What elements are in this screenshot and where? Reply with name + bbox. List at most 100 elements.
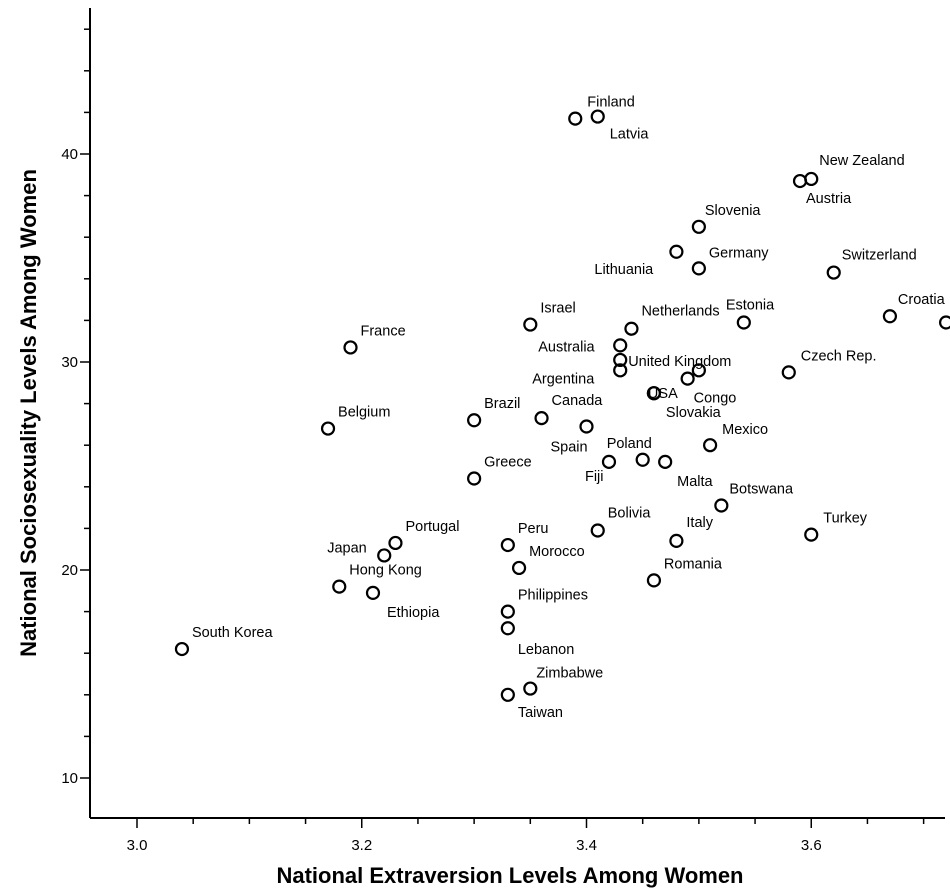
- data-point: [691, 261, 706, 276]
- point-label: Ethiopia: [387, 605, 440, 621]
- data-point: [804, 171, 819, 187]
- point-label: Germany: [709, 245, 769, 261]
- point-label: Brazil: [484, 396, 520, 412]
- data-point: [365, 585, 381, 600]
- point-label: Lebanon: [518, 642, 574, 658]
- point-label: Canada: [552, 393, 604, 409]
- data-point: [680, 371, 695, 386]
- data-point: [320, 421, 336, 436]
- data-point: [579, 419, 594, 434]
- data-point: [804, 527, 819, 542]
- data-point: [332, 579, 347, 594]
- y-axis-title: National Sociosexuality Levels Among Wom…: [16, 169, 41, 657]
- point-label: Australia: [538, 339, 595, 355]
- data-point: [467, 413, 482, 428]
- point-label: Netherlands: [641, 304, 719, 320]
- data-point: [691, 219, 706, 234]
- data-point: [500, 621, 515, 636]
- point-label: Poland: [607, 436, 652, 452]
- point-label: Lithuania: [594, 262, 654, 278]
- data-points: [174, 109, 950, 702]
- point-label: Italy: [686, 515, 713, 531]
- point-label: Japan: [327, 540, 367, 556]
- data-point: [613, 338, 628, 353]
- x-tick-label: 3.2: [351, 837, 372, 854]
- data-point: [882, 309, 898, 324]
- point-label: Portugal: [405, 519, 459, 535]
- x-axis-title: National Extraversion Levels Among Women: [276, 863, 743, 888]
- point-label: Taiwan: [518, 705, 563, 721]
- point-label: Malta: [677, 474, 713, 490]
- data-point: [523, 681, 538, 696]
- data-point: [388, 535, 403, 551]
- point-label: Morocco: [529, 544, 585, 560]
- y-tick-label: 20: [61, 562, 78, 579]
- point-label: Zimbabwe: [536, 666, 603, 682]
- y-tick-label: 10: [61, 770, 78, 787]
- point-label: Israel: [540, 301, 575, 317]
- data-point: [826, 265, 841, 280]
- point-label: Philippines: [518, 588, 588, 604]
- point-label: Austria: [806, 191, 852, 207]
- data-point: [635, 452, 650, 467]
- point-label: Spain: [551, 439, 588, 455]
- point-label: Slovenia: [705, 203, 762, 219]
- point-label: Botswana: [729, 482, 794, 498]
- point-label: Finland: [587, 95, 635, 111]
- data-point: [377, 548, 392, 563]
- data-point: [568, 111, 583, 126]
- data-point: [736, 315, 751, 330]
- y-tick-label: 40: [61, 146, 78, 163]
- point-label: Belgium: [338, 405, 390, 421]
- point-label: Croatia: [898, 292, 946, 308]
- point-label: United Kingdom: [628, 354, 731, 370]
- x-tick-label: 3.6: [801, 837, 822, 854]
- data-point: [669, 533, 684, 548]
- data-point: [500, 604, 515, 619]
- data-point: [500, 687, 515, 702]
- point-label: New Zealand: [819, 153, 904, 169]
- data-point: [590, 109, 605, 124]
- data-point: [534, 411, 549, 426]
- y-tick-label: 30: [61, 354, 78, 371]
- data-point: [613, 352, 628, 368]
- point-labels: Finland Latvia New Zealand Austria Slovenia L…: [192, 95, 946, 721]
- data-point: [703, 438, 718, 453]
- data-point: [646, 386, 662, 401]
- point-label: Estonia: [726, 297, 775, 313]
- x-ticks: 3.03.23.43.63.8: [127, 818, 925, 854]
- data-point: [511, 560, 527, 576]
- point-label: Argentina: [532, 371, 595, 387]
- point-label: Mexico: [722, 422, 768, 438]
- data-point: [939, 315, 950, 330]
- data-point: [781, 365, 796, 380]
- data-point: [669, 244, 684, 259]
- point-label: South Korea: [192, 625, 274, 641]
- data-point: [523, 317, 538, 332]
- data-point: [624, 321, 639, 336]
- data-point: [714, 498, 729, 513]
- x-tick-label: 3.4: [576, 837, 597, 854]
- point-label: Slovakia: [666, 405, 722, 421]
- data-point: [590, 523, 605, 538]
- point-label: Latvia: [610, 127, 650, 143]
- point-label: Turkey: [823, 511, 868, 527]
- data-point: [343, 340, 358, 355]
- point-label: Fiji: [585, 469, 604, 485]
- point-label: Congo: [694, 391, 737, 407]
- data-point: [792, 173, 808, 189]
- data-point: [174, 641, 190, 657]
- data-point: [500, 537, 515, 553]
- point-label: Peru: [518, 521, 549, 537]
- point-label: Switzerland: [842, 248, 917, 264]
- point-label: Bolivia: [608, 505, 652, 521]
- data-point: [691, 363, 706, 378]
- data-point: [658, 454, 673, 469]
- data-point: [467, 471, 482, 486]
- point-label: France: [361, 323, 406, 339]
- x-tick-label: 3.0: [127, 837, 148, 854]
- point-label: USA: [648, 386, 678, 402]
- y-ticks: 10 20 30 40: [61, 28, 90, 787]
- point-label: Hong Kong: [349, 563, 422, 579]
